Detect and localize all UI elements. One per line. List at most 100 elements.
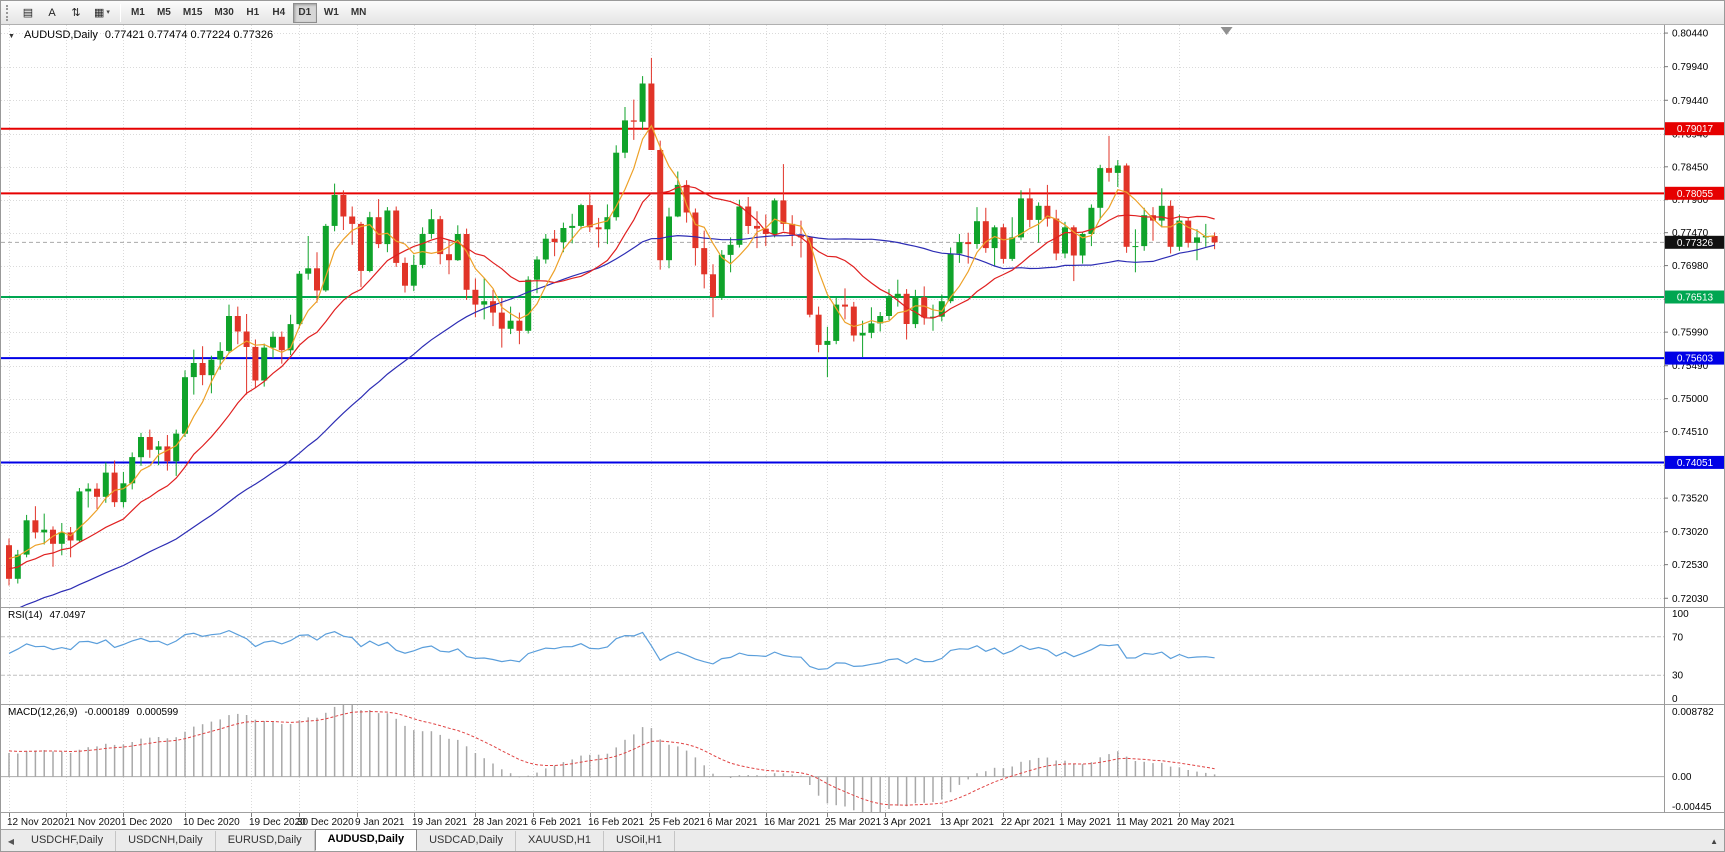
date-tick-mark: [1179, 813, 1180, 817]
date-tick-mark: [123, 813, 124, 817]
chart-tab-usdcad[interactable]: USDCAD,Daily: [417, 831, 517, 851]
date-tick-mark: [414, 813, 415, 817]
toolbar-grip[interactable]: [6, 4, 10, 21]
date-label: 1 May 2021: [1059, 817, 1112, 828]
chart-tab-usdchf[interactable]: USDCHF,Daily: [19, 831, 117, 851]
svg-text:0.78055: 0.78055: [1677, 189, 1714, 200]
price-tick-label: 0.75000: [1672, 394, 1709, 405]
timeframe-button-mn[interactable]: MN: [346, 3, 372, 23]
macd-tick-label: 0.00: [1672, 772, 1692, 783]
current-price-label: 0.77326: [1665, 235, 1724, 249]
date-tick-mark: [251, 813, 252, 817]
date-label: 10 Dec 2020: [183, 817, 240, 828]
date-tick-mark: [533, 813, 534, 817]
chart-ohlc-values: 0.77421 0.77474 0.77224 0.77326: [104, 29, 274, 41]
date-label: 11 May 2021: [1116, 817, 1174, 828]
timeframe-button-m1[interactable]: M1: [126, 3, 150, 23]
date-label: 6 Feb 2021: [531, 817, 582, 828]
date-label: 9 Jan 2021: [355, 817, 405, 828]
price-tick-label: 0.77470: [1672, 228, 1709, 239]
price-tick-label: 0.76980: [1672, 261, 1709, 272]
timeframe-button-h4[interactable]: H4: [267, 3, 291, 23]
rsi-line: [8, 629, 1215, 671]
price-tick-label: 0.73520: [1672, 494, 1709, 505]
rsi-indicator-name: RSI(14): [8, 610, 43, 621]
date-tick-mark: [9, 813, 10, 817]
chart-canvas[interactable]: 0.804400.799400.794400.789400.784500.779…: [1, 25, 1725, 813]
price-tick-label: 0.79440: [1672, 96, 1709, 107]
price-tick-label: 0.80440: [1672, 29, 1709, 40]
price-tick-label: 0.74510: [1672, 427, 1709, 438]
rsi-tick-label: 30: [1672, 671, 1684, 682]
tab-scroll-left-icon[interactable]: ◀: [3, 832, 19, 851]
date-label: 3 Apr 2021: [883, 817, 932, 828]
ma-slow-line: [19, 234, 1215, 607]
chart-tab-usdcnh[interactable]: USDCNH,Daily: [116, 831, 216, 851]
chart-tab-usoil[interactable]: USOil,H1: [604, 831, 675, 851]
line-price-label: 0.79017: [1665, 122, 1724, 136]
chart-tab-xauusd[interactable]: XAUUSD,H1: [516, 831, 604, 851]
tab-container: USDCHF,Daily USDCNH,Daily EURUSD,Daily AUDU…: [19, 829, 675, 851]
price-tick-label: 0.75490: [1672, 361, 1709, 372]
date-label: 12 Nov 2020: [7, 817, 64, 828]
date-tick-mark: [185, 813, 186, 817]
date-tick-mark: [299, 813, 300, 817]
macd-signal-value: 0.000599: [136, 707, 179, 718]
date-label: 25 Feb 2021: [649, 817, 706, 828]
date-label: 25 Mar 2021: [825, 817, 882, 828]
macd-pane-title: MACD(12,26,9) -0.000189 0.000599: [8, 707, 178, 718]
svg-text:0.76513: 0.76513: [1677, 293, 1714, 304]
date-label: 16 Mar 2021: [764, 817, 821, 828]
date-label: 6 Mar 2021: [707, 817, 758, 828]
price-tick-label: 0.79940: [1672, 62, 1709, 73]
timeframe-button-d1[interactable]: D1: [292, 2, 317, 23]
symbol-dropdown-icon[interactable]: ▼: [8, 33, 15, 40]
svg-text:0.75603: 0.75603: [1677, 354, 1714, 365]
tab-list-icon[interactable]: ▲: [1710, 832, 1718, 851]
date-tick-mark: [942, 813, 943, 817]
price-tick-label: 0.77960: [1672, 195, 1709, 206]
date-tick-mark: [1118, 813, 1119, 817]
date-axis[interactable]: 12 Nov 2020 21 Nov 2020 1 Dec 2020 10 Dec 2…: [1, 813, 1664, 831]
price-tick-label: 0.75990: [1672, 328, 1709, 339]
macd-tick-label: 0.008782: [1672, 707, 1714, 718]
date-tick-mark: [475, 813, 476, 817]
date-label: 22 Apr 2021: [1001, 817, 1055, 828]
timeframe-button-group: M1 M5 M15 M30 H1 H4 D1 W1 MN: [125, 2, 372, 23]
chart-shift-tool-icon[interactable]: ⇅: [65, 2, 87, 22]
chart-tab-eurusd[interactable]: EURUSD,Daily: [216, 831, 315, 851]
macd-main-value: -0.000189: [84, 707, 130, 718]
price-tick-label: 0.73020: [1672, 527, 1709, 538]
timeframe-button-m5[interactable]: M5: [152, 3, 176, 23]
svg-text:0.79017: 0.79017: [1677, 124, 1714, 135]
date-label: 13 Apr 2021: [940, 817, 994, 828]
price-axis[interactable]: 0.804400.799400.794400.789400.784500.779…: [1664, 29, 1725, 813]
timeframe-button-m15[interactable]: M15: [178, 3, 207, 23]
rsi-tick-label: 100: [1672, 609, 1689, 620]
horizontal-lines-layer[interactable]: [1, 127, 1664, 464]
candles-layer: [6, 57, 1218, 586]
line-price-label: 0.75603: [1665, 351, 1724, 365]
line-price-label: 0.76513: [1665, 290, 1724, 304]
date-tick-mark: [651, 813, 652, 817]
chart-tab-audusd[interactable]: AUDUSD,Daily: [314, 829, 418, 851]
chart-window-icon[interactable]: ▤: [17, 2, 39, 22]
indicators-menu-icon[interactable]: ▦ ▾: [89, 2, 115, 22]
text-annotation-tool[interactable]: A: [41, 3, 63, 23]
rsi-current-value: 47.0497: [49, 610, 86, 621]
date-label: 28 Jan 2021: [473, 817, 529, 828]
date-tick-mark: [1003, 813, 1004, 817]
svg-text:0.74051: 0.74051: [1677, 458, 1714, 469]
date-label: 30 Dec 2020: [297, 817, 354, 828]
chart-shift-marker[interactable]: [1220, 27, 1233, 35]
svg-text:0.77326: 0.77326: [1677, 238, 1714, 249]
rsi-pane-title: RSI(14) 47.0497: [8, 610, 86, 621]
ma-fast-line: [8, 124, 1215, 560]
date-tick-mark: [590, 813, 591, 817]
timeframe-button-m30[interactable]: M30: [209, 3, 238, 23]
timeframe-button-w1[interactable]: W1: [319, 3, 344, 23]
timeframe-button-h1[interactable]: H1: [241, 3, 265, 23]
date-tick-mark: [827, 813, 828, 817]
grid-layer: [1, 25, 1664, 813]
